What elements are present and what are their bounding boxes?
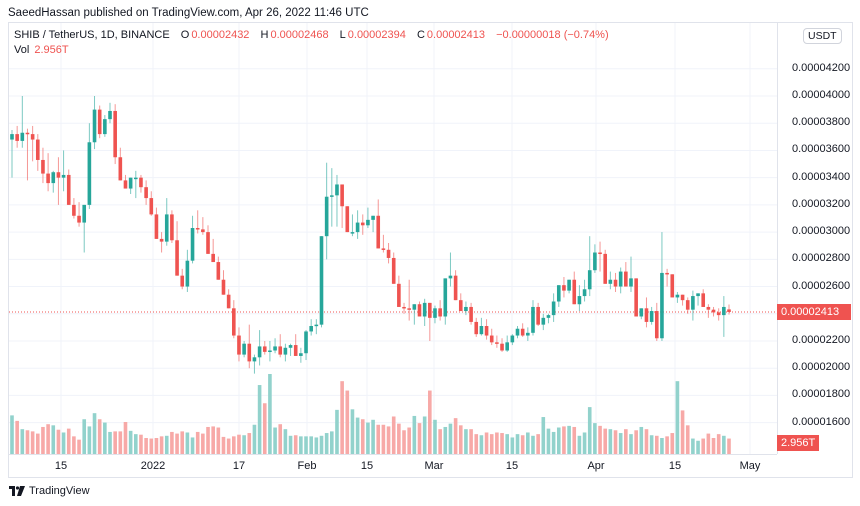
low-label: L: [339, 29, 346, 41]
time-tick-label: 15: [668, 460, 682, 472]
volume-row: Vol 2.956T: [14, 43, 611, 58]
open-label: O: [180, 29, 190, 41]
time-tick-label: Feb: [297, 460, 317, 472]
time-tick-label: 15: [54, 460, 68, 472]
price-tick-label: 0.00002800: [792, 252, 851, 265]
price-tick-label: 0.00003600: [792, 143, 851, 156]
open-value: 0.00002432: [191, 29, 250, 41]
chart-legend: SHIB / TetherUS, 1D, BINANCE O 0.00002432…: [14, 28, 611, 58]
close-value: 0.00002413: [426, 29, 486, 41]
volume-value: 2.956T: [34, 44, 69, 56]
price-tick-label: 0.00003000: [792, 225, 851, 238]
time-axis[interactable]: 15 2022 17 Feb 15 Mar 15 Apr 15 May: [9, 454, 777, 478]
price-tick-label: 0.00001600: [792, 415, 851, 428]
price-tick-label: 0.00004000: [792, 89, 851, 101]
last-volume-badge: 2.956T: [777, 435, 820, 451]
time-tick-label: 15: [360, 460, 374, 472]
candlestick-chart[interactable]: [9, 23, 777, 454]
tradingview-brand[interactable]: TradingView: [9, 485, 90, 497]
low-value: 0.00002394: [347, 29, 406, 41]
price-tick-label: 0.00003400: [792, 170, 851, 183]
price-tick-label: 0.00002600: [792, 279, 851, 292]
chart-frame: [8, 22, 853, 478]
price-axis[interactable]: 0.00004200 0.00004000 0.00003800 0.00003600…: [777, 23, 853, 454]
price-tick-label: 0.00003200: [792, 197, 851, 210]
symbol-label[interactable]: SHIB / TetherUS, 1D, BINANCE: [14, 29, 170, 41]
change-value: −0.00000018 (−0.74%): [496, 29, 609, 41]
price-tick-label: 0.00004200: [792, 61, 851, 74]
price-tick-label: 0.00002000: [792, 361, 851, 374]
last-price-badge: 0.00002413: [777, 303, 851, 320]
high-value: 0.00002468: [270, 29, 329, 41]
tradingview-logo-icon: [9, 486, 25, 496]
price-tick-label: 0.00003800: [792, 116, 851, 129]
time-tick-label: Apr: [587, 460, 605, 472]
price-tick-label: 0.00001800: [792, 388, 851, 401]
time-tick-label: 2022: [140, 460, 166, 472]
time-tick-label: Mar: [424, 460, 444, 472]
close-label: C: [416, 29, 425, 41]
publisher-line: SaeedHassan published on TradingView.com…: [8, 7, 369, 19]
price-tick-label: 0.00002200: [792, 333, 851, 346]
high-label: H: [260, 29, 269, 41]
time-tick-label: 15: [505, 460, 519, 472]
time-tick-label: 17: [232, 460, 246, 472]
ohlc-row: SHIB / TetherUS, 1D, BINANCE O 0.00002432…: [14, 28, 611, 43]
currency-badge[interactable]: USDT: [803, 28, 842, 44]
brand-name: TradingView: [29, 485, 90, 497]
time-tick-label: May: [739, 460, 761, 472]
volume-label[interactable]: Vol: [14, 44, 30, 56]
